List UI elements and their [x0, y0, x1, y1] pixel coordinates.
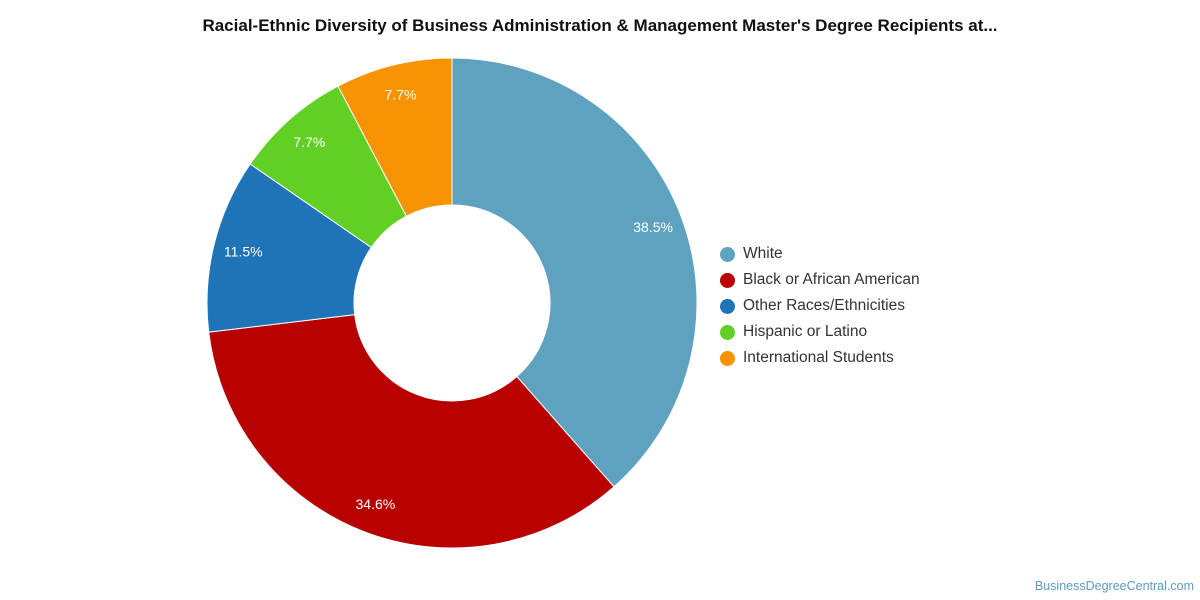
legend-swatch-1: [720, 272, 735, 288]
source-watermark[interactable]: BusinessDegreeCentral.com: [1034, 579, 1194, 593]
legend-label-0: White: [743, 245, 783, 262]
slice-0[interactable]: [451, 57, 698, 488]
slice-4[interactable]: [337, 57, 453, 217]
slice-label-4: 7.7%: [385, 86, 417, 102]
legend-item-3[interactable]: Hispanic or Latino: [720, 319, 920, 345]
labels-group: 38.5% 34.6% 11.5% 7.7% 7.7%: [224, 86, 673, 512]
legend: White Black or African American Other Race…: [720, 241, 920, 371]
slice-2[interactable]: [206, 163, 372, 333]
legend-swatch-0: [720, 246, 735, 262]
chart-title: Racial-Ethnic Diversity of Business Admi…: [202, 16, 998, 35]
legend-label-3: Hispanic or Latino: [743, 323, 868, 340]
legend-swatch-3: [720, 324, 735, 340]
legend-item-1[interactable]: Black or African American: [720, 267, 920, 293]
slice-label-3: 7.7%: [293, 134, 325, 150]
legend-label-4: International Students: [743, 349, 894, 366]
slice-1[interactable]: [208, 314, 615, 549]
slice-label-0: 38.5%: [633, 219, 673, 235]
legend-label-1: Black or African American: [743, 271, 920, 288]
legend-item-0[interactable]: White: [720, 241, 920, 267]
slice-label-2: 11.5%: [224, 243, 263, 259]
slice-label-1: 34.6%: [356, 496, 396, 512]
legend-item-2[interactable]: Other Races/Ethnicities: [720, 293, 920, 319]
legend-swatch-2: [720, 298, 735, 314]
legend-swatch-4: [720, 350, 735, 366]
slices-group: [206, 57, 698, 549]
legend-item-4[interactable]: International Students: [720, 345, 920, 371]
legend-label-2: Other Races/Ethnicities: [743, 297, 905, 314]
